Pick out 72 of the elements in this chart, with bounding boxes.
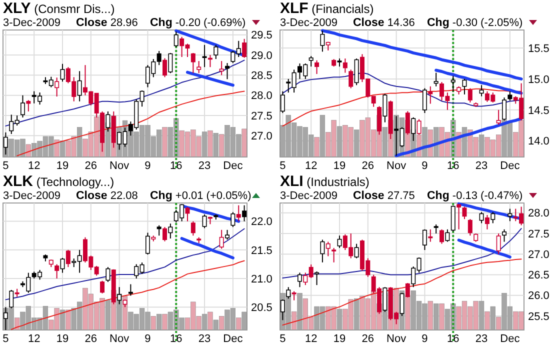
text: Chg -0.30 (-2.05%) [427,17,523,29]
chart-subtitle: 3-Dec-2009 [3,190,60,202]
chart-subtitle: 3-Dec-2009 [3,17,60,29]
x-tick-label: Nov [386,333,407,345]
x-tick-label: 19 [333,160,346,172]
chart-title: XLK (Technology...) [3,173,114,190]
x-tick-label: 23 [475,333,488,345]
y-tick-label: 26.5 [528,270,550,282]
x-tick-label: 9 [422,333,428,345]
x-tick-label: 12 [304,333,318,345]
text: Close 28.96 [76,17,138,29]
y-tick-label: 14.0 [528,136,550,148]
text: Chg -0.20 (-0.69%) [150,17,246,29]
x-tick-label: 23 [198,333,211,345]
y-tick-label: 14.5 [528,104,550,117]
chart-title: XLY (Consmr Dis...) [3,0,115,17]
x-tick-label: 26 [362,160,374,172]
text: Close 22.08 [76,190,138,202]
y-tick-label: 22.0 [251,216,272,228]
text: Close 14.36 [353,17,415,29]
x-tick-label: 12 [304,160,318,172]
y-tick-label: 29.5 [251,30,272,42]
chart-subtitle: 3-Dec-2009 [280,17,338,29]
y-tick-label: 28.5 [251,70,272,82]
chart-subtitle: 3-Dec-2009 [280,190,338,202]
y-tick-label: 28.0 [251,90,272,102]
x-tick-label: 26 [84,160,98,172]
x-tick-label: 19 [56,333,69,345]
y-tick-label: 26.0 [528,290,550,302]
x-tick-label: 5 [280,333,286,345]
y-tick-label: 25.5 [528,310,550,323]
text: Chg +0.01 (+0.05%) [150,190,252,202]
x-tick-label: 16 [170,160,182,172]
x-tick-label: Dec [223,333,244,345]
text: Chg -0.13 (-0.47%) [427,190,523,202]
x-tick-label: Dec [500,160,520,172]
x-tick-label: 26 [362,333,374,345]
y-tick-label: 28.0 [528,208,550,220]
y-tick-label: 15.5 [528,42,550,55]
x-tick-label: 19 [56,160,69,172]
y-tick-label: 27.5 [528,228,550,240]
y-tick-label: 27.5 [251,110,272,122]
y-tick-label: 27.0 [528,248,550,261]
x-tick-label: 16 [170,333,182,345]
chart-title: XLI (Industrials) [280,173,370,190]
x-tick-label: 5 [2,333,9,345]
x-tick-label: 9 [144,333,151,345]
x-tick-label: Nov [386,160,407,172]
x-tick-label: 9 [144,160,151,172]
y-tick-label: 20.5 [251,302,272,314]
y-tick-label: 27.0 [251,130,272,142]
y-tick-label: 15.0 [528,74,550,86]
x-tick-label: 12 [28,333,40,345]
x-tick-label: Dec [223,160,244,172]
x-tick-label: 23 [198,160,211,172]
x-tick-label: 26 [84,333,98,345]
y-tick-label: 21.5 [251,244,272,257]
x-tick-label: 12 [28,160,40,172]
x-tick-label: 16 [447,333,460,345]
text: Close 27.75 [353,190,415,202]
x-tick-label: Nov [110,333,130,345]
x-tick-label: 23 [475,160,488,172]
x-tick-label: Nov [110,160,130,172]
x-tick-label: 16 [447,160,460,172]
x-tick-label: 5 [2,160,9,172]
x-tick-label: Dec [500,333,520,345]
x-tick-label: 9 [422,160,428,172]
y-tick-label: 29.0 [251,50,272,62]
x-tick-label: 19 [333,333,346,345]
x-tick-label: 5 [280,160,286,172]
chart-title: XLF (Financials) [280,0,374,17]
y-tick-label: 21.0 [251,273,272,286]
